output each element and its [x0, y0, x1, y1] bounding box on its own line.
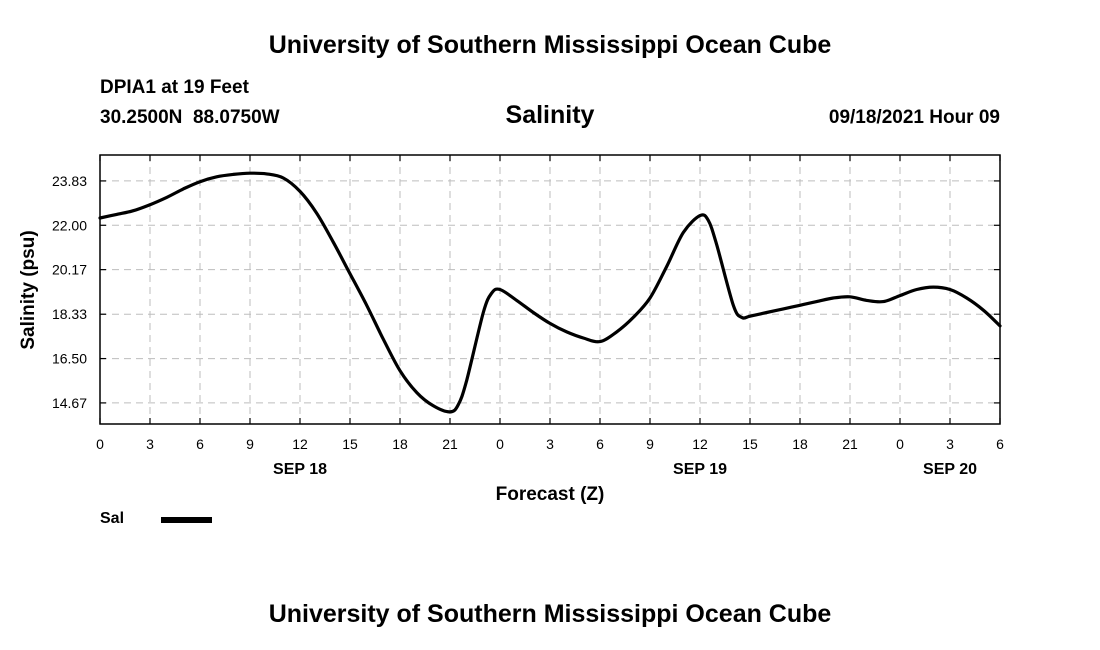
forecast-timestamp: 09/18/2021 Hour 09 — [828, 107, 1000, 128]
x-tick-label: 0 — [96, 436, 104, 452]
x-tick-label: 0 — [496, 436, 504, 452]
coordinates-label: 30.2500N 88.0750W — [100, 107, 280, 128]
grid-lines — [100, 155, 1000, 424]
chart-title-top: University of Southern Mississippi Ocean… — [268, 31, 832, 59]
x-tick-label: 18 — [392, 436, 408, 452]
x-tick-label: 0 — [896, 436, 904, 452]
x-tick-label: 6 — [596, 436, 604, 452]
series-line-sal — [98, 171, 1002, 414]
x-tick-label: 3 — [946, 436, 954, 452]
x-tick-label: 6 — [196, 436, 204, 452]
x-tick-label: 3 — [146, 436, 154, 452]
parameter-title: Salinity — [505, 101, 595, 129]
x-tick-label: 12 — [692, 436, 708, 452]
y-tick-label: 23.83 — [52, 173, 87, 189]
y-tick-label: 18.33 — [52, 306, 87, 322]
x-tick-label: 21 — [842, 436, 858, 452]
x-tick-label: 15 — [742, 436, 758, 452]
series-group — [98, 171, 1002, 414]
y-tick-label: 16.50 — [52, 351, 87, 367]
x-tick-label: 3 — [546, 436, 554, 452]
x-tick-label: 12 — [292, 436, 308, 452]
legend-label: Sal — [100, 510, 125, 527]
chart-title-bottom: University of Southern Mississippi Ocean… — [268, 600, 832, 628]
date-labels: SEP 18 SEP 19 SEP 20 — [273, 461, 977, 478]
date-label: SEP 18 — [273, 461, 327, 478]
x-tick-label: 21 — [442, 436, 458, 452]
legend-swatch — [161, 517, 212, 523]
date-label: SEP 20 — [923, 461, 977, 478]
x-axis-ticks: 0 3 6 9 12 15 18 21 0 3 6 9 12 15 18 21 0 3 6 — [96, 155, 1004, 452]
y-axis-ticks: 14.67 16.50 18.33 20.17 22.00 23.83 — [52, 173, 1000, 411]
x-tick-label: 6 — [996, 436, 1004, 452]
y-tick-label: 14.67 — [52, 395, 87, 411]
y-tick-label: 20.17 — [52, 262, 87, 278]
y-axis-label: Salinity (psu) — [18, 230, 39, 349]
date-label: SEP 19 — [673, 461, 727, 478]
station-label: DPIA1 at 19 Feet — [100, 77, 249, 98]
x-tick-label: 15 — [342, 436, 358, 452]
x-tick-label: 18 — [792, 436, 808, 452]
x-tick-label: 9 — [246, 436, 254, 452]
y-tick-label: 22.00 — [52, 217, 87, 233]
x-axis-label: Forecast (Z) — [496, 484, 605, 505]
x-tick-label: 9 — [646, 436, 654, 452]
